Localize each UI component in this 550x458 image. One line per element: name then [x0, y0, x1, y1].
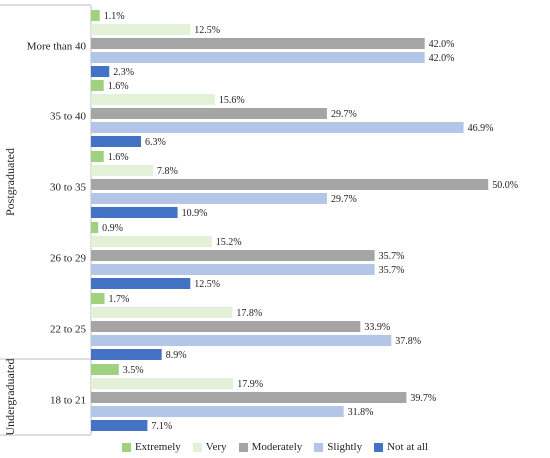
bar	[91, 264, 375, 275]
legend-item: Moderately	[238, 441, 303, 453]
data-label: 50.0%	[492, 180, 518, 191]
bar	[91, 80, 104, 91]
bar	[91, 278, 191, 289]
bar	[91, 222, 99, 233]
data-label: 29.7%	[331, 194, 357, 205]
bar	[91, 378, 234, 389]
data-label: 1.6%	[108, 152, 129, 163]
legend-swatch	[374, 442, 384, 452]
bar	[91, 165, 153, 176]
category-label: More than 40	[27, 41, 87, 53]
bar	[91, 293, 105, 304]
bar	[91, 236, 212, 247]
data-label: 17.9%	[237, 379, 263, 390]
data-label: 2.3%	[113, 67, 134, 78]
bar	[91, 94, 215, 105]
legend: Extremely Very Moderately Slightly Not at al…	[0, 439, 550, 455]
category-label: 22 to 25	[50, 324, 87, 336]
data-label: 15.6%	[219, 95, 245, 106]
data-label: 42.0%	[429, 53, 455, 64]
data-label: 7.8%	[157, 166, 178, 177]
bar	[91, 179, 489, 190]
legend-swatch	[192, 442, 202, 452]
data-label: 33.9%	[364, 322, 390, 333]
data-label: 6.3%	[145, 137, 166, 148]
bar	[91, 122, 464, 133]
data-label: 42.0%	[429, 39, 455, 50]
data-label: 35.7%	[379, 251, 405, 262]
bar	[91, 364, 119, 375]
legend-item: Extremely	[121, 441, 181, 453]
data-label: 31.8%	[348, 407, 374, 418]
bar	[91, 108, 327, 119]
data-label: 29.7%	[331, 109, 357, 120]
legend-label: Slightly	[327, 441, 363, 453]
group-label: Undergraduated	[3, 358, 17, 435]
legend-swatch	[238, 442, 248, 452]
legend-label: Very	[205, 441, 227, 453]
bar	[91, 151, 104, 162]
data-label: 10.9%	[182, 208, 208, 219]
data-label: 37.8%	[395, 336, 421, 347]
bar	[91, 52, 425, 63]
data-label: 12.5%	[194, 25, 220, 36]
bar	[91, 10, 100, 21]
bar	[91, 136, 142, 147]
bar	[91, 193, 327, 204]
group-label: Postgraduated	[3, 148, 17, 216]
bar	[91, 420, 148, 431]
bar	[91, 349, 162, 360]
data-label: 7.1%	[151, 421, 172, 432]
legend-label: Moderately	[251, 441, 303, 453]
bar	[91, 66, 110, 77]
bar	[91, 406, 344, 417]
data-label: 1.6%	[108, 81, 129, 92]
legend-label: Not at all	[387, 441, 429, 453]
legend-swatch	[121, 442, 131, 452]
bar	[91, 307, 233, 318]
category-label: 26 to 29	[50, 253, 87, 265]
category-label: 18 to 21	[50, 395, 86, 407]
data-label: 8.9%	[166, 350, 187, 361]
data-label: 15.2%	[216, 237, 242, 248]
bar	[91, 207, 178, 218]
legend-swatch	[314, 442, 324, 452]
category-label: 35 to 40	[50, 111, 87, 123]
data-label: 46.9%	[468, 123, 494, 134]
data-label: 17.8%	[236, 308, 262, 319]
data-label: 3.5%	[123, 365, 144, 376]
legend-item: Very	[192, 441, 227, 453]
bar	[91, 321, 361, 332]
bar	[91, 335, 392, 346]
data-label: 1.1%	[104, 11, 125, 22]
category-label: 30 to 35	[50, 182, 87, 194]
bar	[91, 392, 407, 403]
legend-label: Extremely	[134, 441, 181, 453]
data-label: 0.9%	[102, 223, 123, 234]
legend-item: Not at all	[374, 441, 428, 453]
data-label: 12.5%	[194, 279, 220, 290]
bar	[91, 38, 425, 49]
data-label: 39.7%	[410, 393, 436, 404]
data-label: 1.7%	[109, 294, 130, 305]
bar	[91, 24, 191, 35]
data-label: 35.7%	[379, 265, 405, 276]
bar-chart: More than 40 35 to 40 30 to 35 26 to 29 22 t…	[0, 4, 518, 436]
legend-item: Slightly	[314, 441, 362, 453]
bar	[91, 250, 375, 261]
